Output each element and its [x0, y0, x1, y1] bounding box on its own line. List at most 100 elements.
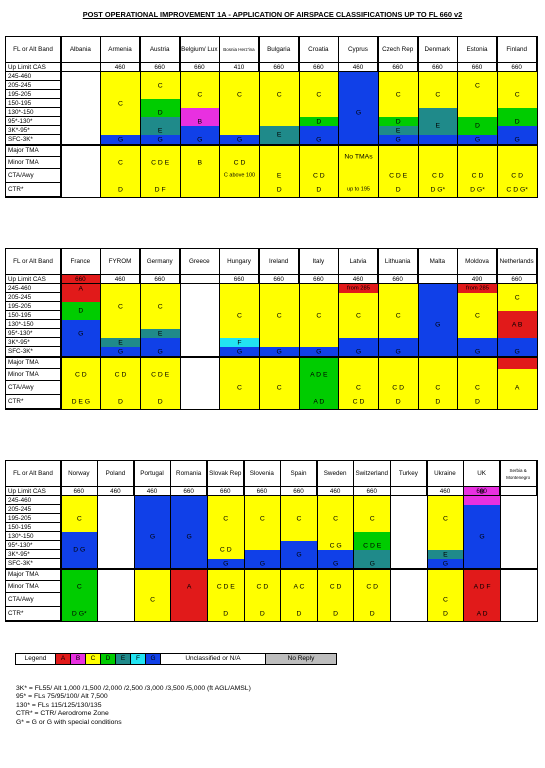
grid-line: [377, 249, 379, 409]
class-cell: [259, 145, 299, 197]
limit-value: [418, 275, 458, 284]
legend-swatch: D: [101, 654, 116, 664]
grid-line: [426, 461, 428, 621]
grid-line: [139, 37, 141, 197]
grid-line: [499, 461, 501, 621]
class-cell: [427, 569, 464, 621]
grid-line: [139, 249, 141, 409]
grid-line: [280, 461, 282, 621]
class-cell: [378, 117, 418, 126]
class-letter: G: [395, 136, 401, 144]
row-label: Minor TMA: [6, 369, 61, 381]
class-cell: [299, 284, 339, 347]
grid-line: [338, 249, 340, 409]
class-letter: D: [395, 186, 401, 194]
class-letter: D: [259, 610, 265, 618]
class-cell: [140, 338, 180, 357]
class-letter: D F: [154, 186, 166, 194]
class-cell: [219, 338, 260, 347]
limit-value: 660: [457, 63, 498, 72]
class-cell: [338, 72, 379, 145]
grid-line: [179, 37, 181, 197]
legend-swatch: E: [116, 654, 131, 664]
class-cell: [497, 369, 537, 409]
class-cell: [61, 320, 101, 347]
class-cell: [338, 338, 379, 347]
class-cell: [338, 347, 379, 357]
class-cell: [390, 487, 428, 621]
country-header: Latvia: [338, 249, 379, 275]
class-letter: C: [197, 91, 203, 98]
class-cell: [219, 357, 260, 409]
row-label: 95*-130*: [6, 329, 61, 338]
limit-value: 660: [418, 63, 458, 72]
class-cell: [457, 135, 498, 145]
row-label: CTA/Awy: [6, 593, 61, 607]
band-header: FL or Alt Band: [6, 461, 61, 487]
row-label: 245-460: [6, 72, 61, 81]
row-label: 95*-130*: [6, 117, 61, 126]
country-header: Czech Rep: [378, 37, 418, 63]
class-letter: D G*: [430, 186, 446, 194]
row-label: CTR*: [6, 395, 61, 409]
class-cell: [244, 569, 281, 621]
class-letter: E: [157, 127, 163, 134]
row-label: 3K*-95*: [6, 338, 61, 347]
grid-line: [536, 249, 538, 409]
class-letter: C: [435, 91, 441, 98]
class-letter: G: [435, 321, 441, 328]
legend-swatch: A: [56, 654, 71, 664]
class-cell: [418, 135, 458, 145]
country-header: Bosnia Herz'ina: [219, 37, 260, 63]
class-cell: [353, 569, 391, 621]
row-label: CTR*: [6, 183, 61, 197]
class-letter: D E G: [71, 398, 91, 406]
grid-line: [417, 249, 419, 409]
country-header: Sweden: [317, 461, 354, 487]
class-letter: G: [474, 348, 481, 356]
class-cell: [427, 496, 464, 550]
country-header: Romania: [170, 461, 208, 487]
class-letter: G: [157, 348, 163, 356]
class-cell: [259, 126, 299, 145]
class-letter: G: [369, 560, 375, 568]
class-letter: D: [316, 118, 322, 125]
grid-line: [100, 37, 102, 197]
class-cell: [418, 108, 458, 135]
class-letter: D: [157, 109, 163, 116]
country-header: Portugal: [134, 461, 171, 487]
grid-line: [390, 461, 392, 621]
row-label: CTR*: [6, 607, 61, 621]
class-cell: [457, 72, 498, 117]
row-label: 130*-150: [6, 320, 61, 329]
class-letter: D: [118, 186, 123, 194]
class-letter: C D: [431, 172, 444, 180]
row-label: 195-205: [6, 514, 61, 523]
class-letter: G: [197, 136, 203, 144]
limit-value: 660: [259, 275, 299, 284]
class-letter: C: [442, 515, 448, 522]
class-cell: [180, 72, 220, 108]
class-cell: [140, 117, 180, 135]
class-letter: F: [237, 339, 242, 346]
legend-unclassified: Unclassified or N/A: [161, 654, 266, 664]
class-cell: [463, 505, 501, 569]
class-cell: [457, 117, 498, 135]
limit-value: 660: [497, 63, 537, 72]
class-letter: D: [395, 398, 401, 406]
class-letter: D: [157, 398, 163, 406]
class-letter: D G: [73, 546, 86, 554]
band-header: FL or Alt Band: [6, 37, 61, 63]
class-cell: [497, 284, 537, 311]
class-cell: [100, 338, 141, 347]
class-letter: C D E: [363, 542, 382, 549]
class-cell: [140, 284, 180, 329]
class-letter: C D E: [151, 159, 170, 167]
limit-value: 660: [497, 275, 537, 284]
section-divider: [6, 356, 537, 358]
class-cell: [497, 145, 537, 197]
grid-line: [258, 37, 260, 197]
class-cell: [500, 487, 537, 621]
row-label: 205-245: [6, 293, 61, 302]
class-cell: [180, 357, 220, 409]
